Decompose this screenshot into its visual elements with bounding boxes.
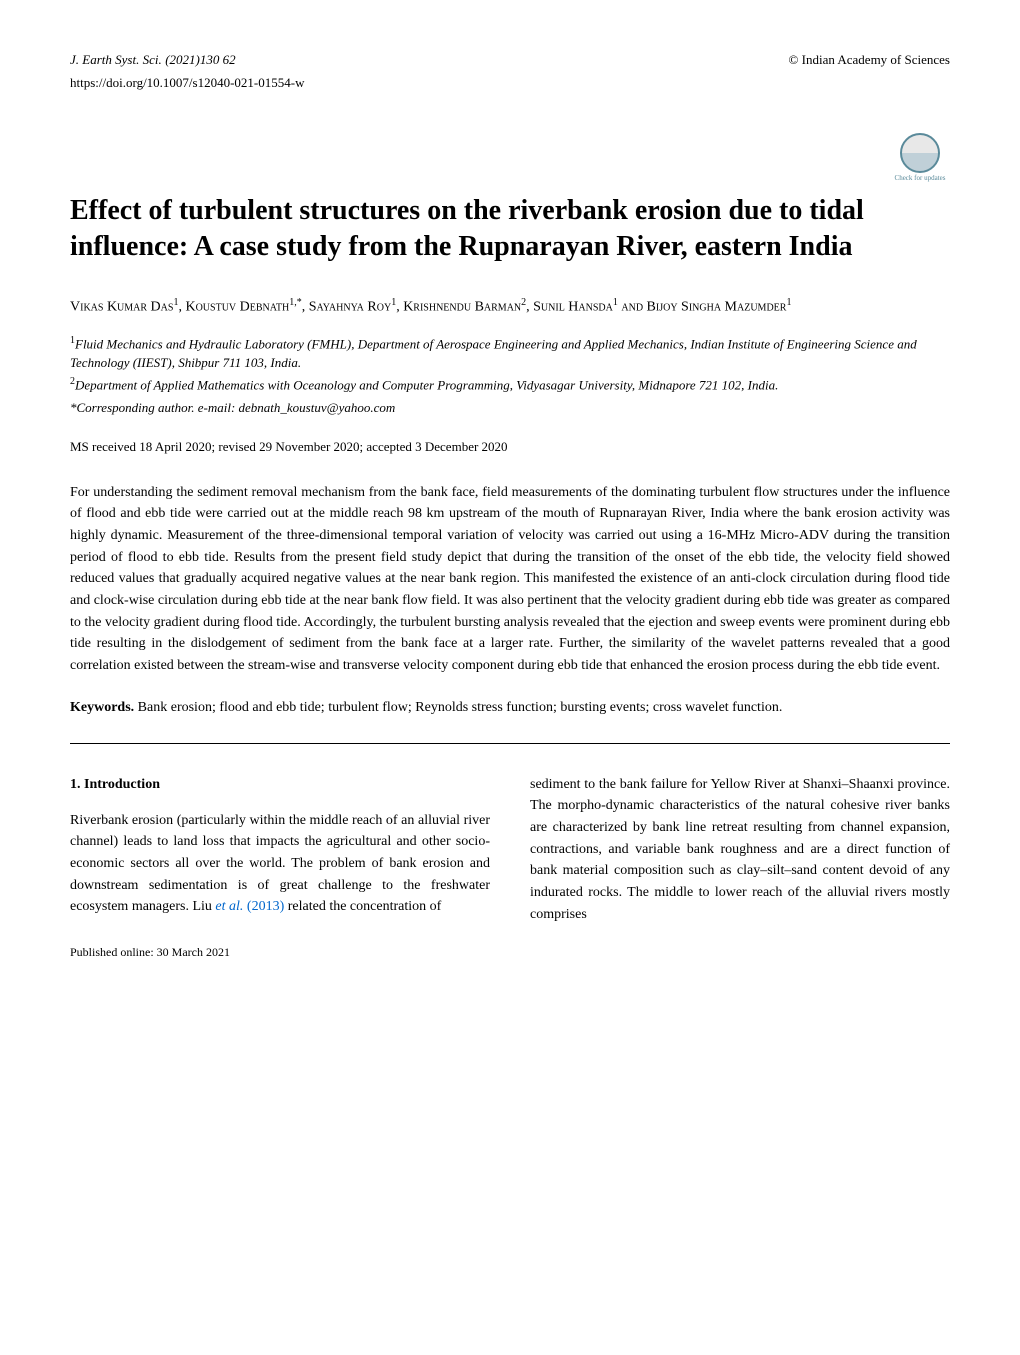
- author-5-affil: 1: [613, 297, 618, 308]
- keywords-label: Keywords.: [70, 700, 134, 715]
- check-updates-badge[interactable]: Check for updates: [890, 133, 950, 193]
- author-list: Vikas Kumar Das1, Koustuv Debnath1,*, Sa…: [70, 295, 950, 319]
- citation-year: (2013): [247, 899, 284, 914]
- author-1-affil: 1: [173, 297, 178, 308]
- author-3: Sayahnya Roy: [309, 300, 391, 315]
- doi-link[interactable]: https://doi.org/10.1007/s12040-021-01554…: [70, 73, 950, 93]
- section-1-heading: 1. Introduction: [70, 774, 490, 795]
- header-row: J. Earth Syst. Sci. (2021)130 62 © India…: [70, 50, 950, 71]
- manuscript-dates: MS received 18 April 2020; revised 29 No…: [70, 437, 950, 457]
- two-column-body: 1. Introduction Riverbank erosion (parti…: [70, 774, 950, 961]
- keywords-block: Keywords. Bank erosion; flood and ebb ti…: [70, 697, 950, 718]
- section-divider: [70, 743, 950, 744]
- author-5: Sunil Hansda: [533, 300, 613, 315]
- affiliation-1: 1Fluid Mechanics and Hydraulic Laborator…: [70, 334, 950, 372]
- keywords-text: Bank erosion; flood and ebb tide; turbul…: [138, 700, 783, 715]
- intro-paragraph-right: sediment to the bank failure for Yellow …: [530, 774, 950, 926]
- check-updates-icon: [900, 133, 940, 173]
- intro-paragraph-left: Riverbank erosion (particularly within t…: [70, 810, 490, 918]
- affiliation-2: 2Department of Applied Mathematics with …: [70, 375, 950, 395]
- intro-text-2: related the concentration of: [284, 899, 441, 914]
- left-column: 1. Introduction Riverbank erosion (parti…: [70, 774, 490, 961]
- author-6-affil: 1: [786, 297, 791, 308]
- corresponding-author: *Corresponding author. e-mail: debnath_k…: [70, 398, 950, 418]
- author-6: Bijoy Singha Mazumder: [647, 300, 787, 315]
- journal-name: J. Earth Syst. Sci.: [70, 52, 162, 67]
- author-4-affil: 2: [521, 297, 526, 308]
- abstract-text: For understanding the sediment removal m…: [70, 482, 950, 677]
- author-4: Krishnendu Barman: [403, 300, 521, 315]
- author-1: Vikas Kumar Das: [70, 300, 173, 315]
- publisher: © Indian Academy of Sciences: [789, 50, 951, 70]
- affiliation-2-text: Department of Applied Mathematics with O…: [75, 377, 778, 392]
- check-updates-label: Check for updates: [890, 175, 950, 183]
- citation-etal: et al.: [215, 899, 243, 914]
- right-column: sediment to the bank failure for Yellow …: [530, 774, 950, 961]
- journal-info: J. Earth Syst. Sci. (2021)130 62: [70, 50, 236, 71]
- author-2-affil: 1,*: [289, 297, 302, 308]
- paper-title: Effect of turbulent structures on the ri…: [70, 193, 950, 266]
- citation-liu[interactable]: et al. (2013): [215, 899, 284, 914]
- affiliation-1-text: Fluid Mechanics and Hydraulic Laboratory…: [70, 337, 917, 370]
- year-volume-page: (2021)130 62: [165, 52, 235, 67]
- author-2: Koustuv Debnath: [185, 300, 289, 315]
- published-online-date: Published online: 30 March 2021: [70, 943, 490, 961]
- author-3-affil: 1: [391, 297, 396, 308]
